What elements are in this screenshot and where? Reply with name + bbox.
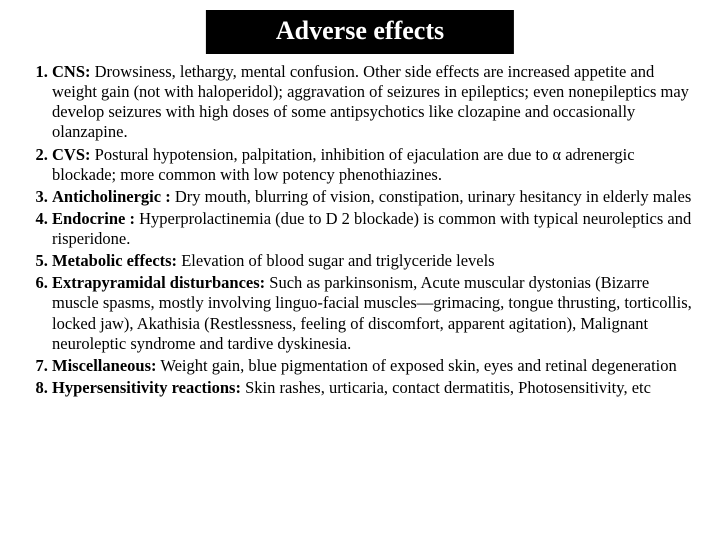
item-lead: Miscellaneous:	[52, 356, 157, 375]
slide: Adverse effects CNS: Drowsiness, letharg…	[0, 0, 720, 540]
item-lead: CVS:	[52, 145, 91, 164]
item-lead: Endocrine :	[52, 209, 135, 228]
item-rest: Elevation of blood sugar and triglycerid…	[177, 251, 495, 270]
list-item: CVS: Postural hypotension, palpitation, …	[52, 145, 698, 185]
item-list: CNS: Drowsiness, lethargy, mental confus…	[22, 62, 698, 398]
item-rest: Skin rashes, urticaria, contact dermatit…	[241, 378, 651, 397]
item-rest: Dry mouth, blurring of vision, constipat…	[171, 187, 692, 206]
item-lead: Hypersensitivity reactions:	[52, 378, 241, 397]
item-lead: Extrapyramidal disturbances:	[52, 273, 265, 292]
item-lead: Anticholinergic :	[52, 187, 171, 206]
list-item: Metabolic effects: Elevation of blood su…	[52, 251, 698, 271]
item-lead: CNS:	[52, 62, 91, 81]
list-item: Anticholinergic : Dry mouth, blurring of…	[52, 187, 698, 207]
list-item: Extrapyramidal disturbances: Such as par…	[52, 273, 698, 354]
item-rest: Weight gain, blue pigmentation of expose…	[157, 356, 677, 375]
slide-title: Adverse effects	[206, 10, 514, 54]
item-rest: Postural hypotension, palpitation, inhib…	[52, 145, 635, 184]
list-item: CNS: Drowsiness, lethargy, mental confus…	[52, 62, 698, 143]
item-rest: Hyperprolactinemia (due to D 2 blockade)…	[52, 209, 691, 248]
list-item: Hypersensitivity reactions: Skin rashes,…	[52, 378, 698, 398]
list-item: Miscellaneous: Weight gain, blue pigment…	[52, 356, 698, 376]
slide-body: CNS: Drowsiness, lethargy, mental confus…	[22, 62, 698, 530]
list-item: Endocrine : Hyperprolactinemia (due to D…	[52, 209, 698, 249]
item-lead: Metabolic effects:	[52, 251, 177, 270]
item-rest: Drowsiness, lethargy, mental confusion. …	[52, 62, 689, 141]
